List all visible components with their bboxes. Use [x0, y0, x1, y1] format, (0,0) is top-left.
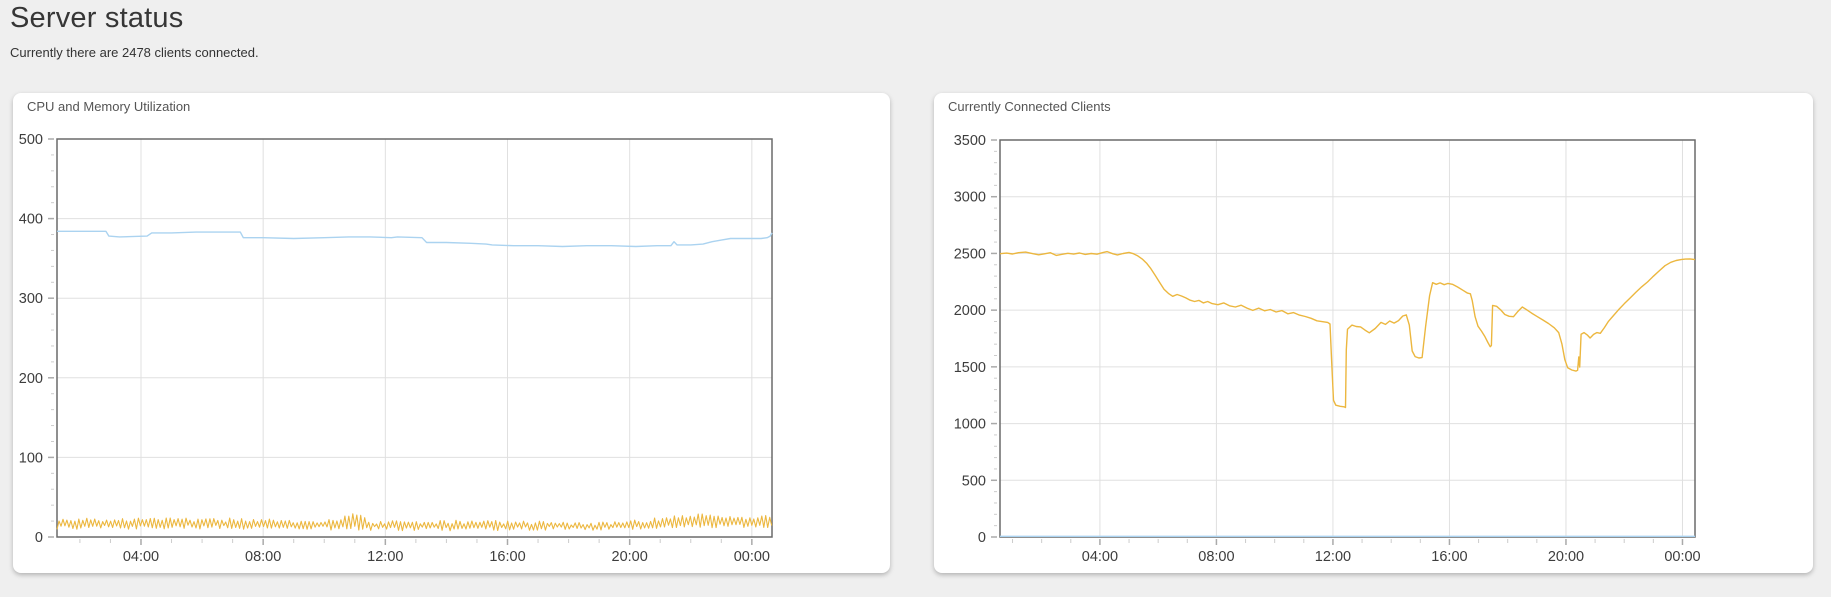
svg-text:0: 0: [35, 530, 43, 546]
cpu-memory-chart[interactable]: 0 100 200 300 400 500 04:00 08:00 12:00 16:00 20:0…: [13, 93, 890, 573]
svg-text:2000: 2000: [954, 303, 986, 319]
card-cpu-memory: 0 100 200 300 400 500 04:00 08:00 12:00 16:00 20:0…: [13, 93, 890, 573]
svg-text:1500: 1500: [954, 360, 986, 376]
svg-text:3000: 3000: [954, 190, 986, 206]
svg-text:08:00: 08:00: [245, 549, 281, 565]
svg-text:00:00: 00:00: [734, 549, 770, 565]
svg-text:500: 500: [19, 132, 43, 148]
page-header: Server status Currently there are 2478 c…: [10, 0, 259, 60]
svg-text:200: 200: [19, 371, 43, 387]
svg-text:12:00: 12:00: [367, 549, 403, 565]
card-connected-clients: 0 500 1000 1500 2000 2500 3000 3500 04:00 08:00 12…: [934, 93, 1813, 573]
svg-text:100: 100: [19, 450, 43, 466]
status-text: Currently there are 2478 clients connect…: [10, 45, 259, 60]
svg-text:16:00: 16:00: [1431, 549, 1467, 565]
svg-text:500: 500: [962, 473, 986, 489]
svg-text:400: 400: [19, 212, 43, 228]
svg-text:16:00: 16:00: [489, 549, 525, 565]
svg-text:04:00: 04:00: [1082, 549, 1118, 565]
svg-text:20:00: 20:00: [1548, 549, 1584, 565]
svg-text:12:00: 12:00: [1315, 549, 1351, 565]
svg-text:2500: 2500: [954, 246, 986, 262]
svg-text:20:00: 20:00: [612, 549, 648, 565]
svg-text:00:00: 00:00: [1664, 549, 1700, 565]
svg-text:0: 0: [978, 530, 986, 546]
svg-text:3500: 3500: [954, 133, 986, 149]
svg-text:1000: 1000: [954, 417, 986, 433]
chart-title-cpu-memory: CPU and Memory Utilization: [27, 99, 191, 114]
connected-clients-chart[interactable]: 0 500 1000 1500 2000 2500 3000 3500 04:00 08:00 12…: [934, 93, 1813, 573]
chart-title-connected-clients: Currently Connected Clients: [948, 99, 1111, 114]
svg-text:04:00: 04:00: [123, 549, 159, 565]
page-title: Server status: [10, 2, 184, 34]
svg-text:08:00: 08:00: [1198, 549, 1234, 565]
svg-text:300: 300: [19, 291, 43, 307]
